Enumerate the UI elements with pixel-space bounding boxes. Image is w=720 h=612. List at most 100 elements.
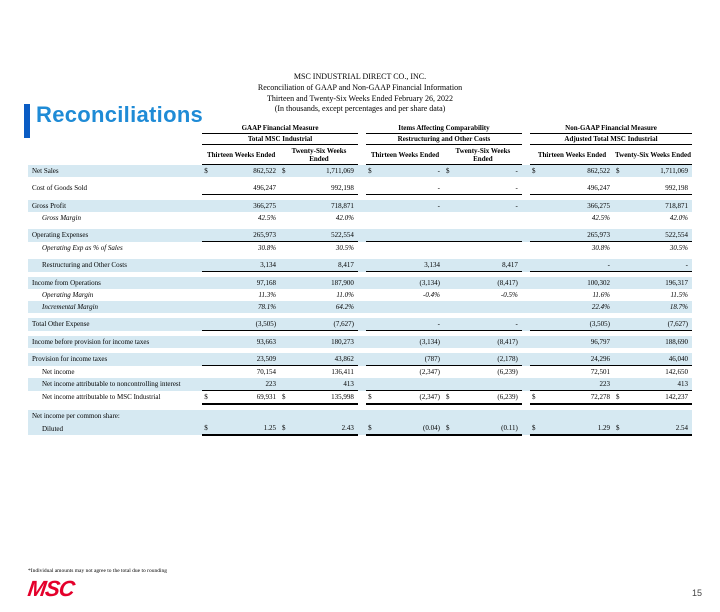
table-cell: 8,417 [454, 259, 522, 272]
row-label: Income from Operations [28, 277, 202, 289]
table-cell: 93,663 [212, 336, 280, 348]
col-sub-nongaap: Adjusted Total MSC Industrial [530, 134, 692, 145]
table-row: Provision for income taxes23,50943,862(7… [28, 353, 692, 366]
table-cell: 24,296 [540, 353, 614, 366]
row-label: Net Sales [28, 165, 202, 178]
table-cell: - [454, 165, 522, 178]
table-cell: 265,973 [212, 229, 280, 242]
table-cell: 496,247 [212, 182, 280, 195]
table-cell: 180,273 [290, 336, 358, 348]
row-label: Gross Profit [28, 200, 202, 212]
row-label: Operating Exp as % of Sales [28, 242, 202, 255]
table-cell: 366,275 [540, 200, 614, 212]
col-group-gaap: GAAP Financial Measure [202, 123, 358, 134]
table-cell: (6,239) [454, 366, 522, 379]
table-cell [376, 229, 444, 242]
table-cell: 135,998 [290, 391, 358, 405]
table-cell [454, 212, 522, 224]
table-row: Operating Margin11.3%11.0%-0.4%-0.5%11.6… [28, 289, 692, 301]
col-group-nongaap: Non-GAAP Financial Measure [530, 123, 692, 134]
page-number: 15 [692, 588, 702, 598]
subtitle-1: Reconciliation of GAAP and Non-GAAP Fina… [0, 83, 720, 94]
col-head-1: Thirteen Weeks Ended [202, 145, 280, 165]
table-cell: 413 [290, 378, 358, 391]
table-cell: (2,347) [376, 366, 444, 379]
table-cell: - [624, 259, 692, 272]
table-cell: 46,040 [624, 353, 692, 366]
col-sub-gaap: Total MSC Industrial [202, 134, 358, 145]
row-label: Net income per common share: [28, 410, 202, 422]
table-cell [376, 212, 444, 224]
row-label: Cost of Goods Sold [28, 182, 202, 195]
table-cell: - [540, 259, 614, 272]
table-row: Net income attributable to MSC Industria… [28, 391, 692, 405]
table-cell: 1.29 [540, 422, 614, 435]
table-cell: 142,650 [624, 366, 692, 379]
col-head-6: Twenty-Six Weeks Ended [614, 145, 692, 165]
table-cell: (0.11) [454, 422, 522, 435]
row-label: Restructuring and Other Costs [28, 259, 202, 272]
row-label: Operating Expenses [28, 229, 202, 242]
table-cell [454, 301, 522, 313]
row-label: Incremental Margin [28, 301, 202, 313]
col-group-items: Items Affecting Comparability [366, 123, 522, 134]
col-head-5: Thirteen Weeks Ended [530, 145, 614, 165]
table-cell: 3,134 [212, 259, 280, 272]
table-cell: 18.7% [624, 301, 692, 313]
table-cell [454, 378, 522, 391]
table-row: Incremental Margin78.1%64.2%22.4%18.7% [28, 301, 692, 313]
table-cell: 223 [212, 378, 280, 391]
table-cell: 142,237 [624, 391, 692, 405]
table-row: Net income attributable to noncontrollin… [28, 378, 692, 391]
table-cell: (3,505) [540, 318, 614, 331]
table-cell: 992,198 [624, 182, 692, 195]
table-cell: 23,509 [212, 353, 280, 366]
footnote: *Individual amounts may not agree to the… [28, 568, 167, 574]
table-cell: (3,134) [376, 336, 444, 348]
table-cell: 64.2% [290, 301, 358, 313]
row-label: Provision for income taxes [28, 353, 202, 366]
table-cell: 1,711,069 [624, 165, 692, 178]
table-cell: (3,505) [212, 318, 280, 331]
row-label: Diluted [28, 422, 202, 435]
row-label: Total Other Expense [28, 318, 202, 331]
table-row: Income from Operations97,168187,900(3,13… [28, 277, 692, 289]
table-cell: 100,302 [540, 277, 614, 289]
table-row: Diluted$1.25$2.43$(0.04)$(0.11)$1.29$2.5… [28, 422, 692, 435]
table-cell: 42.5% [212, 212, 280, 224]
table-cell: - [376, 182, 444, 195]
table-cell: 196,317 [624, 277, 692, 289]
page-title: Reconciliations [36, 102, 203, 128]
table-cell: 72,278 [540, 391, 614, 405]
col-head-3: Thirteen Weeks Ended [366, 145, 444, 165]
table-cell: 223 [540, 378, 614, 391]
table-row: Operating Expenses265,973522,554265,9735… [28, 229, 692, 242]
table-cell: (2,178) [454, 353, 522, 366]
row-label: Income before provision for income taxes [28, 336, 202, 348]
table-cell: 188,690 [624, 336, 692, 348]
table-cell: 187,900 [290, 277, 358, 289]
table-cell: (2,347) [376, 391, 444, 405]
row-label: Gross Margin [28, 212, 202, 224]
table-cell: 522,554 [290, 229, 358, 242]
table-cell: (7,627) [290, 318, 358, 331]
table-cell [376, 242, 444, 255]
table-cell: 30.8% [212, 242, 280, 255]
table-cell [376, 378, 444, 391]
row-label: Net income attributable to noncontrollin… [28, 378, 202, 391]
table-cell: 30.8% [540, 242, 614, 255]
row-label: Net income [28, 366, 202, 379]
table-cell: (3,134) [376, 277, 444, 289]
table-cell: 78.1% [212, 301, 280, 313]
table-cell [376, 301, 444, 313]
table-row: Operating Exp as % of Sales30.8%30.5%30.… [28, 242, 692, 255]
table-cell: - [454, 200, 522, 212]
col-sub-items: Restructuring and Other Costs [366, 134, 522, 145]
table-cell: 1.25 [212, 422, 280, 435]
table-cell: -0.4% [376, 289, 444, 301]
col-head-4: Twenty-Six Weeks Ended [444, 145, 522, 165]
table-cell: - [376, 200, 444, 212]
table-cell: (787) [376, 353, 444, 366]
msc-logo: MSC [26, 576, 76, 602]
table-row: Net income70,154136,411(2,347)(6,239)72,… [28, 366, 692, 379]
